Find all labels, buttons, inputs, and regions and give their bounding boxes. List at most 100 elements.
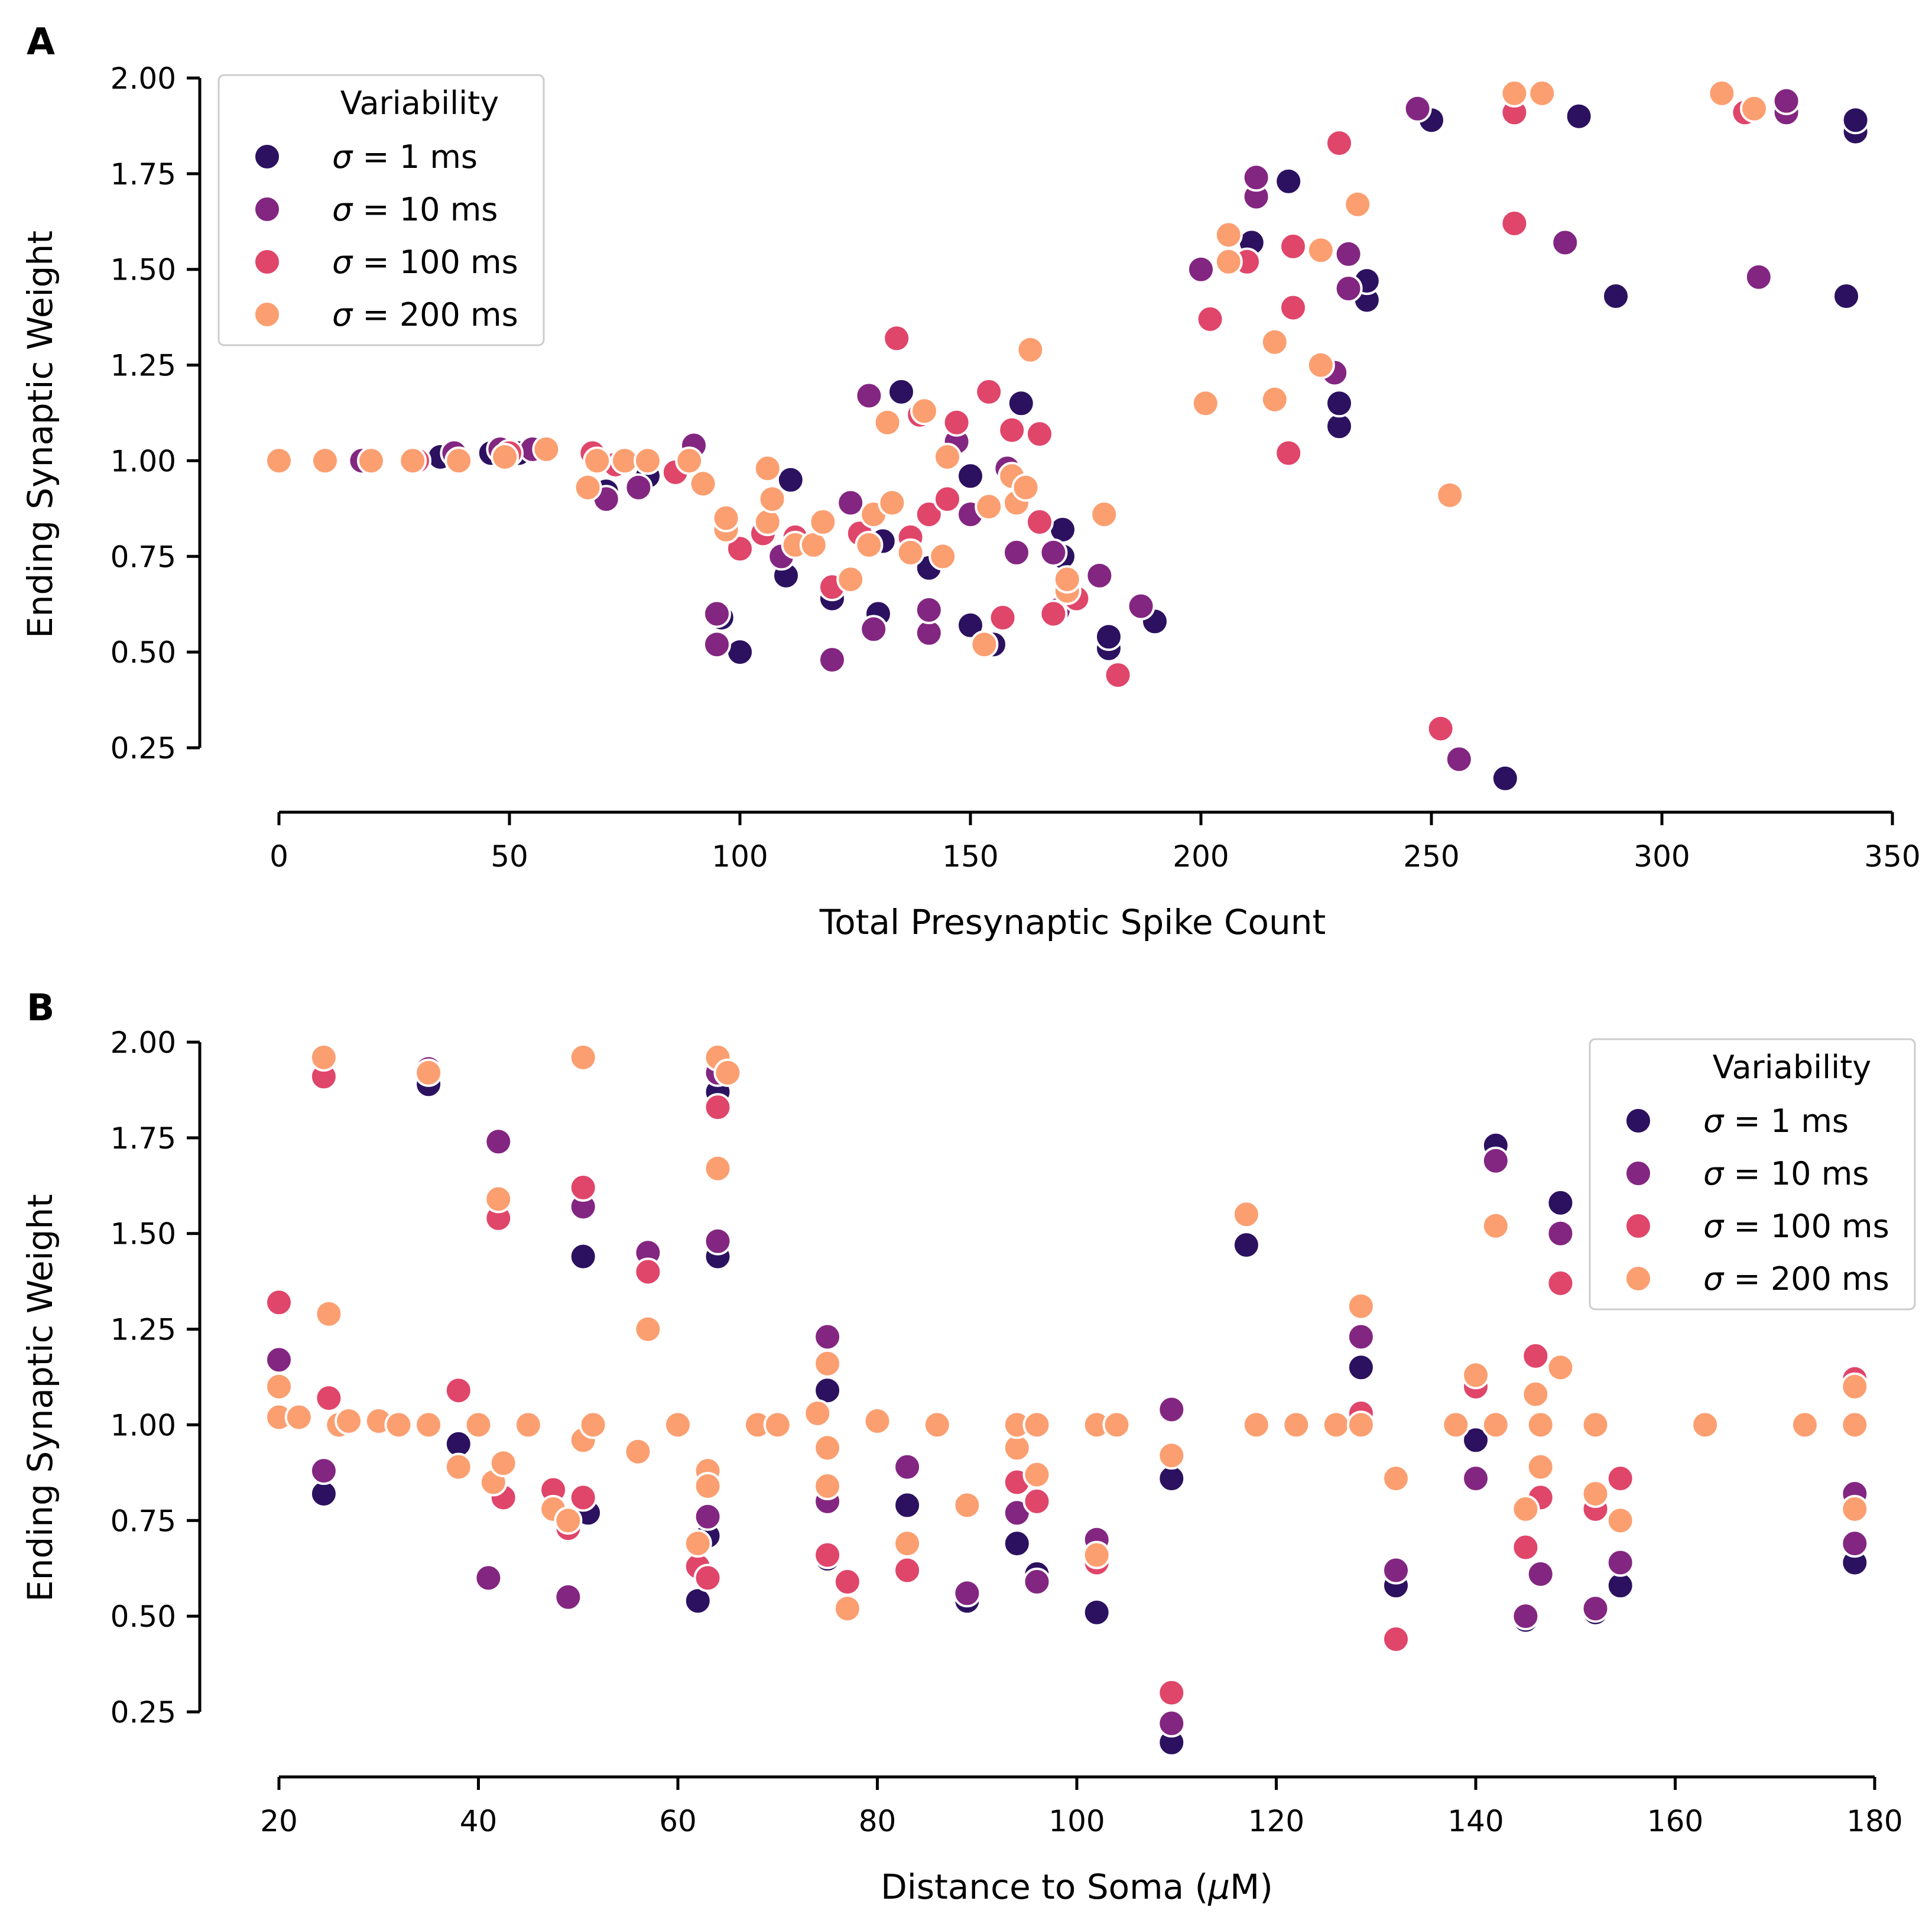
data-point <box>1551 228 1580 257</box>
data-point <box>1157 1678 1186 1707</box>
data-point <box>1279 232 1307 261</box>
data-point <box>1511 1533 1540 1562</box>
panel-a-legend-marker-10ms <box>253 195 281 223</box>
data-point <box>1606 1464 1635 1493</box>
data-point <box>1082 1598 1111 1627</box>
panel-a-y-tick-label: 1.25 <box>111 349 176 383</box>
data-point <box>1500 79 1529 108</box>
data-point <box>1740 94 1768 123</box>
data-point <box>444 446 473 475</box>
data-point <box>532 435 561 463</box>
data-point <box>1581 1480 1610 1508</box>
panel-a-legend-title: Variability <box>340 85 499 122</box>
data-point <box>813 1433 842 1462</box>
panel-b-y-tick-label: 2.00 <box>111 1026 176 1060</box>
data-point <box>1602 282 1630 310</box>
data-point <box>758 485 787 514</box>
data-point <box>554 1506 583 1535</box>
data-point <box>1500 209 1529 238</box>
data-point <box>1274 167 1303 196</box>
data-point <box>314 1384 343 1413</box>
data-point <box>956 462 985 491</box>
data-point <box>893 1529 922 1558</box>
panel-b-y-tick-label: 1.50 <box>111 1217 176 1251</box>
data-point <box>1022 1567 1051 1596</box>
data-point <box>444 1376 473 1405</box>
data-point <box>1481 1146 1510 1175</box>
data-point <box>970 630 999 659</box>
data-point <box>859 615 888 644</box>
data-point <box>1606 1548 1635 1577</box>
data-point <box>1016 335 1045 364</box>
panel-b-series-2 <box>265 1062 1869 1707</box>
data-point <box>1581 1594 1610 1623</box>
data-point <box>1564 102 1593 131</box>
data-point <box>1002 538 1031 567</box>
data-point <box>1346 1410 1375 1439</box>
data-point <box>1095 622 1123 651</box>
panel-b-letter: B <box>27 986 54 1029</box>
data-point <box>893 1556 922 1585</box>
data-point <box>569 1043 598 1072</box>
data-point <box>863 1407 892 1435</box>
data-point <box>813 1472 842 1500</box>
data-point <box>1025 508 1054 536</box>
data-point <box>1707 79 1736 108</box>
data-point <box>1157 1395 1186 1424</box>
panel-a-x-tick-label: 0 <box>269 839 288 874</box>
data-point <box>1325 389 1353 418</box>
data-point <box>910 397 939 426</box>
panel-a-x-tick-label: 250 <box>1403 839 1459 874</box>
panel-a-legend-label-10ms: σ = 10 ms <box>332 191 498 228</box>
data-point <box>1436 481 1465 510</box>
data-point <box>1103 661 1132 689</box>
data-point <box>1325 129 1353 158</box>
data-point <box>753 454 782 483</box>
data-point <box>1039 599 1068 628</box>
panel-b-y-tick-label: 0.75 <box>111 1504 176 1538</box>
data-point <box>1526 1559 1555 1588</box>
data-point <box>703 630 731 659</box>
data-point <box>975 492 1004 521</box>
data-point <box>1085 561 1114 590</box>
data-point <box>833 1567 862 1596</box>
data-point <box>1521 1341 1550 1370</box>
data-point <box>265 1345 293 1374</box>
data-point <box>813 1322 842 1351</box>
panel-b-legend-title: Variability <box>1713 1049 1872 1086</box>
data-point <box>474 1564 503 1592</box>
panel-a-series-1 <box>348 86 1801 774</box>
data-point <box>1242 163 1271 192</box>
data-point <box>1691 1410 1720 1439</box>
data-point <box>1102 1410 1131 1439</box>
panel-b-x-tick-label: 100 <box>1048 1804 1105 1838</box>
panel-a-y-tick-label: 1.75 <box>111 157 176 192</box>
data-point <box>693 1564 722 1592</box>
data-point <box>873 408 902 437</box>
data-point <box>1306 351 1335 379</box>
data-point <box>763 1410 792 1439</box>
data-point <box>882 324 911 353</box>
data-point <box>1011 473 1040 502</box>
panel-b-y-tick-label: 0.25 <box>111 1695 176 1730</box>
data-point <box>1232 1231 1261 1260</box>
panel-a-legend-label-1ms: σ = 1 ms <box>332 138 478 176</box>
data-point <box>284 1403 313 1432</box>
data-point <box>309 1457 338 1485</box>
data-point <box>855 381 884 410</box>
data-point <box>988 603 1017 632</box>
data-point <box>1196 304 1225 333</box>
data-point <box>1002 1529 1031 1558</box>
data-point <box>1126 592 1155 621</box>
data-point <box>664 1410 692 1439</box>
data-point <box>975 377 1004 406</box>
data-point <box>878 488 907 517</box>
panel-b-legend-marker-10ms <box>1624 1159 1652 1188</box>
data-point <box>942 408 971 437</box>
data-point <box>1191 389 1220 418</box>
data-point <box>484 1127 513 1156</box>
data-point <box>703 1154 732 1183</box>
panel-b-x-tick-label: 180 <box>1846 1804 1902 1838</box>
data-point <box>933 485 962 514</box>
data-point <box>813 1540 842 1569</box>
